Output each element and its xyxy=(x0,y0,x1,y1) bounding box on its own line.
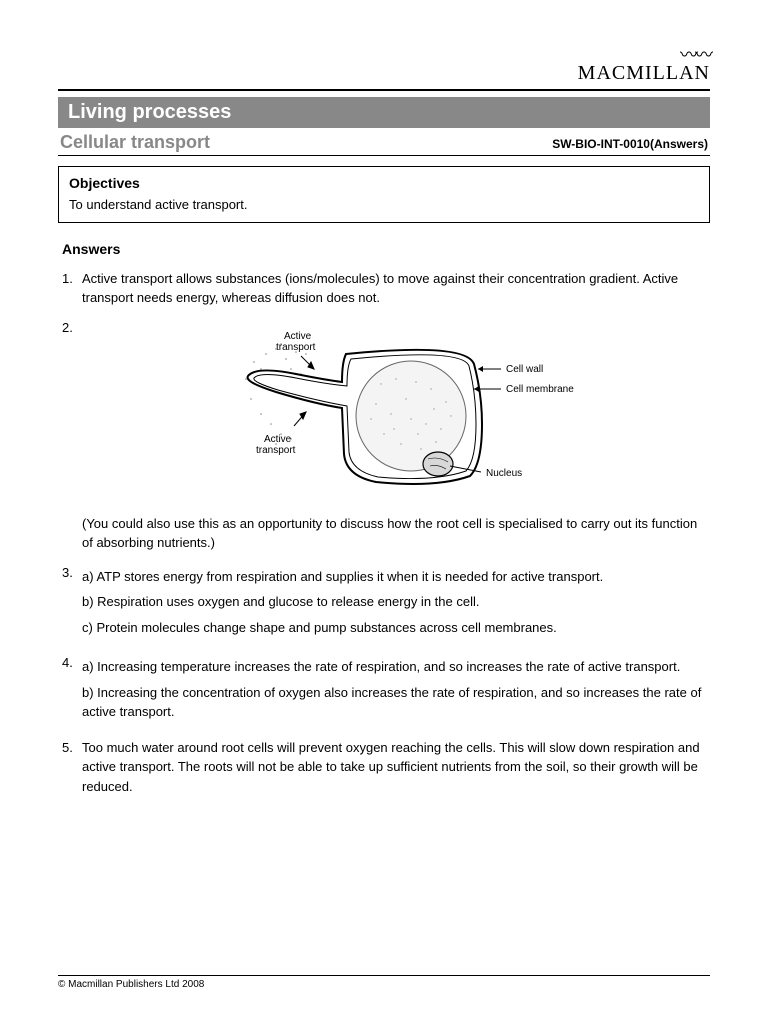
answer-number: 5. xyxy=(62,738,82,797)
answer-item-1: 1. Active transport allows substances (i… xyxy=(62,269,710,308)
objectives-heading: Objectives xyxy=(69,175,699,191)
answer-4-content: a) Increasing temperature increases the … xyxy=(82,657,710,728)
answer-3-content: a) ATP stores energy from respiration an… xyxy=(82,567,710,644)
page-subtitle: Cellular transport xyxy=(60,132,210,153)
cell-diagram: Active transport Active transport Cell w… xyxy=(206,324,586,504)
answer-2-note: (You could also use this as an opportuni… xyxy=(82,514,710,553)
answer-item-3: 3. a) ATP stores energy from respiration… xyxy=(62,563,710,644)
page: 〰〰 MACMILLAN Living processes Cellular t… xyxy=(0,0,768,836)
footer-rule xyxy=(58,975,710,976)
answers-list: 1. Active transport allows substances (i… xyxy=(58,269,710,797)
logo-waves-icon: 〰〰 xyxy=(578,50,710,61)
label-nucleus: Nucleus xyxy=(486,468,522,479)
label-active-bottom: Active xyxy=(264,434,292,445)
objectives-box: Objectives To understand active transpor… xyxy=(58,166,710,223)
vacuole-icon xyxy=(356,361,466,471)
page-title: Living processes xyxy=(68,101,231,123)
arrow-bottom-icon xyxy=(294,412,306,426)
logo-area: 〰〰 MACMILLAN xyxy=(58,50,710,85)
answers-heading: Answers xyxy=(62,241,710,257)
answer-3a: a) ATP stores energy from respiration an… xyxy=(82,567,710,587)
nucleus-icon xyxy=(423,452,453,476)
answer-1-text: Active transport allows substances (ions… xyxy=(82,269,710,308)
answer-item-4: 4. a) Increasing temperature increases t… xyxy=(62,653,710,728)
objectives-text: To understand active transport. xyxy=(69,197,699,212)
answer-4b: b) Increasing the concentration of oxyge… xyxy=(82,683,710,722)
label-active-top: Active xyxy=(284,331,312,342)
page-title-bar: Living processes xyxy=(58,97,710,128)
arrow-top-icon xyxy=(301,356,314,369)
answer-5-text: Too much water around root cells will pr… xyxy=(82,738,710,797)
answer-2-content: Active transport Active transport Cell w… xyxy=(82,318,710,553)
answer-number: 4. xyxy=(62,653,82,728)
label-active-top-2: transport xyxy=(276,342,316,353)
answer-number: 2. xyxy=(62,318,82,553)
answer-item-2: 2. xyxy=(62,318,710,553)
cell-diagram-wrap: Active transport Active transport Cell w… xyxy=(82,324,710,504)
page-footer: © Macmillan Publishers Ltd 2008 xyxy=(58,975,710,990)
copyright-text: © Macmillan Publishers Ltd 2008 xyxy=(58,979,710,990)
publisher-logo: 〰〰 MACMILLAN xyxy=(578,50,710,85)
answer-number: 1. xyxy=(62,269,82,308)
answer-number: 3. xyxy=(62,563,82,644)
document-code: SW-BIO-INT-0010(Answers) xyxy=(552,137,708,151)
top-rule xyxy=(58,89,710,91)
answer-4a: a) Increasing temperature increases the … xyxy=(82,657,710,677)
answer-item-5: 5. Too much water around root cells will… xyxy=(62,738,710,797)
label-arrow-wall xyxy=(478,366,483,372)
logo-brand-text: MACMILLAN xyxy=(578,62,710,85)
label-cell-wall: Cell wall xyxy=(506,364,543,375)
subtitle-row: Cellular transport SW-BIO-INT-0010(Answe… xyxy=(58,128,710,156)
answer-3c: c) Protein molecules change shape and pu… xyxy=(82,618,710,638)
label-active-bottom-2: transport xyxy=(256,445,296,456)
label-cell-membrane: Cell membrane xyxy=(506,384,574,395)
answer-3b: b) Respiration uses oxygen and glucose t… xyxy=(82,592,710,612)
